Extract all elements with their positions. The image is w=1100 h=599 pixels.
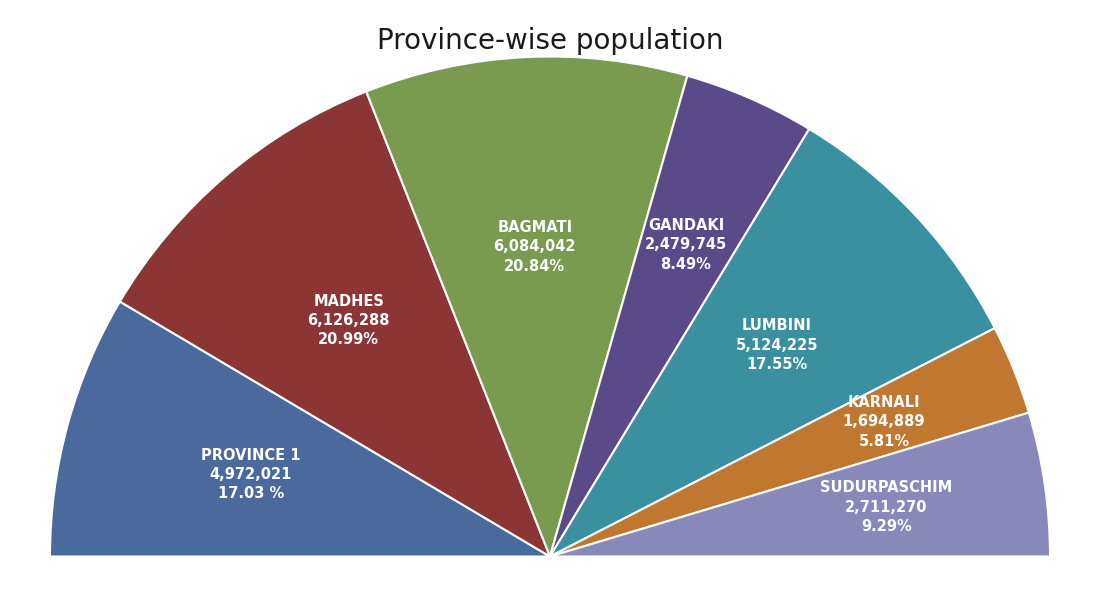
Wedge shape [50,301,550,556]
Text: LUMBINI
5,124,225
17.55%: LUMBINI 5,124,225 17.55% [736,319,818,372]
Wedge shape [550,328,1028,556]
Wedge shape [550,413,1050,556]
Text: GANDAKI
2,479,745
8.49%: GANDAKI 2,479,745 8.49% [645,218,727,271]
Text: MADHES
6,126,288
20.99%: MADHES 6,126,288 20.99% [308,294,390,347]
Wedge shape [550,75,810,556]
Text: SUDURPASCHIM
2,711,270
9.29%: SUDURPASCHIM 2,711,270 9.29% [821,480,953,534]
Text: PROVINCE 1
4,972,021
17.03 %: PROVINCE 1 4,972,021 17.03 % [201,448,300,501]
Text: KARNALI
1,694,889
5.81%: KARNALI 1,694,889 5.81% [843,395,925,449]
Wedge shape [366,56,688,556]
Text: BAGMATI
6,084,042
20.84%: BAGMATI 6,084,042 20.84% [494,220,576,274]
Wedge shape [120,92,550,556]
Wedge shape [550,129,994,556]
Text: Province-wise population: Province-wise population [376,27,724,55]
